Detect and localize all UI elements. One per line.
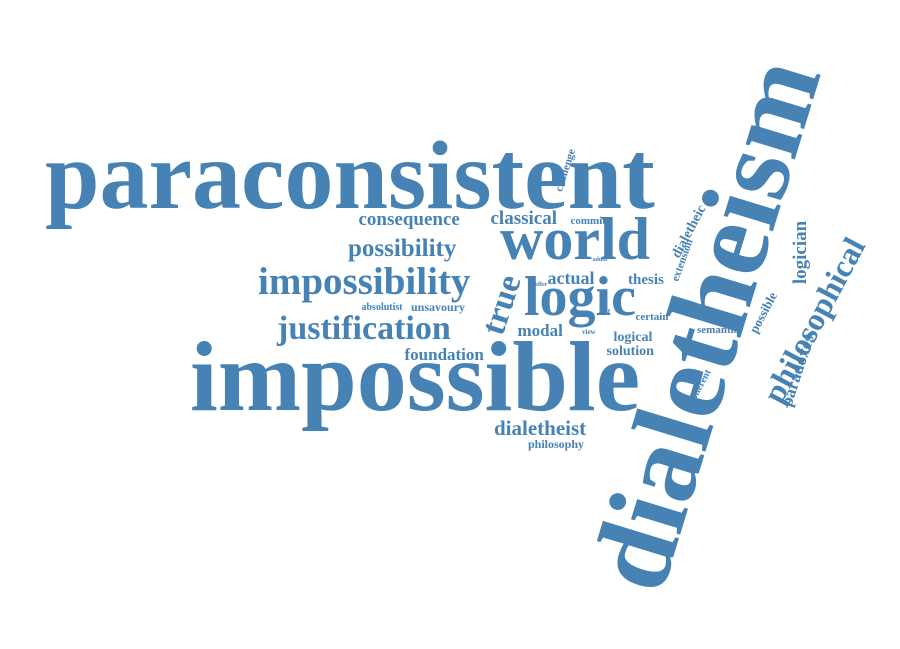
word-absolutist: absolutist [361, 302, 403, 313]
word-solution: solution [606, 344, 654, 359]
word-dialetheist: dialetheist [494, 415, 587, 440]
word-world: world [500, 206, 650, 272]
word-justification: justification [277, 310, 451, 347]
word-classical: classical [490, 207, 558, 229]
word-philosophy: philosophy [528, 437, 585, 451]
word-view: view [582, 327, 596, 336]
word-impossibility: impossibility [258, 259, 471, 303]
word-admit: admit [592, 257, 608, 263]
word-impossible: impossible [190, 321, 641, 432]
word-logic: logic [524, 266, 636, 328]
word-actual: actual [547, 268, 595, 288]
word-self: self [600, 307, 611, 316]
word-possibility: possibility [348, 234, 457, 262]
word-foundation: foundation [404, 344, 484, 364]
word-consequence: consequence [358, 208, 460, 230]
word-logician: logician [789, 220, 811, 284]
word-commit: commit [570, 214, 606, 227]
word-certain: certain [635, 310, 669, 323]
word-paraconsistent: paraconsistent [45, 122, 655, 230]
word-thesis: thesis [628, 271, 664, 288]
word-offer: offer [535, 282, 548, 288]
word-logical: logical [613, 330, 653, 345]
word-semantic: semantic [697, 323, 739, 336]
word-modal: modal [517, 320, 563, 340]
word-unsavoury: unsavoury [411, 300, 466, 314]
